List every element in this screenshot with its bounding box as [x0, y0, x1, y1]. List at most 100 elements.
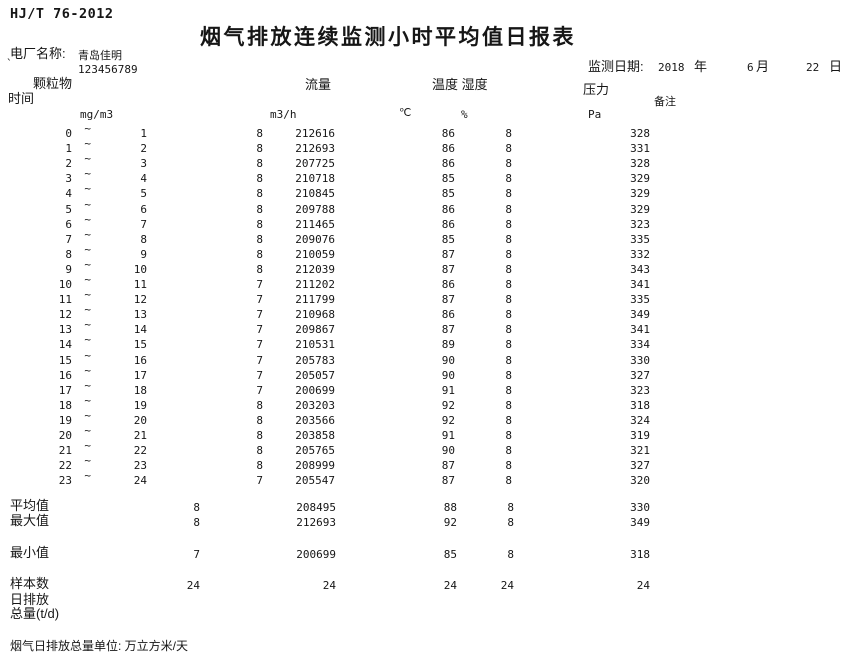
particulate-value-cell: 7 [256, 323, 263, 337]
summary-row: 最小值 7 200699 85 8 318 [0, 546, 850, 563]
flow-value-cell: 200699 [295, 383, 335, 397]
pressure-value-cell: 341 [630, 323, 650, 337]
hour-end-cell: 19 [133, 398, 147, 412]
particulate-value-cell: 7 [256, 293, 263, 307]
humidity-value-cell: 8 [505, 459, 512, 473]
summary-temperature-cell: 85 [443, 548, 457, 561]
humidity-value-cell: 8 [505, 247, 512, 261]
hour-start-cell: 19 [58, 413, 72, 427]
unit-humidity: % [461, 108, 468, 121]
hourly-row: 23 ~24 7 205547 87 8 320 [0, 469, 850, 489]
temperature-value-cell: 86 [441, 157, 455, 171]
particulate-value-cell: 8 [256, 413, 263, 427]
humidity-value-cell: 8 [505, 368, 512, 382]
standard-code: HJ/T 76-2012 [10, 6, 114, 22]
unit-temp: ℃ [399, 106, 412, 119]
hour-range-tilde: ~ [84, 122, 91, 135]
hour-start-cell: 1 [65, 142, 72, 156]
hour-start-cell: 9 [65, 262, 72, 276]
hourly-row: 20 ~21 8 203858 91 8 319 [0, 424, 850, 444]
hour-range-tilde: ~ [84, 424, 91, 437]
temperature-value-cell: 90 [441, 444, 455, 458]
pressure-value-cell: 334 [630, 338, 650, 352]
particulate-value-cell: 8 [256, 187, 263, 201]
hour-range-tilde: ~ [84, 439, 91, 453]
summary-pressure-cell: 24 [636, 579, 650, 592]
temperature-value-cell: 85 [441, 232, 455, 246]
hour-end-cell: 3 [140, 157, 147, 171]
hour-start-cell: 3 [65, 172, 72, 186]
summary-particulate-cell: 8 [193, 515, 200, 529]
particulate-value-cell: 7 [256, 474, 263, 488]
hour-range-tilde: ~ [84, 152, 91, 166]
particulate-value-cell: 8 [256, 459, 263, 473]
particulate-value-cell: 7 [256, 383, 263, 397]
hourly-row: 16 ~17 7 205057 90 8 327 [0, 364, 850, 384]
hourly-row: 4 ~5 8 210845 85 8 329 [0, 182, 850, 202]
hourly-row: 19 ~20 8 203566 92 8 324 [0, 409, 850, 429]
hour-range-tilde: ~ [84, 242, 91, 256]
hourly-row: 18 ~19 8 203203 92 8 318 [0, 394, 850, 414]
humidity-value-cell: 8 [505, 429, 512, 442]
hour-range-tilde: ~ [84, 408, 91, 422]
pressure-value-cell: 328 [630, 157, 650, 171]
hour-start-cell: 15 [58, 353, 72, 367]
flow-value-cell: 203566 [295, 413, 335, 427]
pressure-value-cell: 320 [630, 474, 650, 488]
unit-flow: m3/h [270, 108, 297, 121]
temperature-value-cell: 86 [441, 308, 455, 322]
hourly-row: 1 ~2 8 212693 86 8 331 [0, 137, 850, 157]
flow-value-cell: 210718 [295, 172, 335, 186]
hour-end-cell: 13 [133, 308, 147, 322]
summary-humidity-cell: 8 [507, 548, 514, 561]
pressure-value-cell: 343 [630, 262, 650, 276]
flow-value-cell: 212693 [295, 142, 335, 156]
humidity-value-cell: 8 [505, 398, 512, 412]
temperature-value-cell: 85 [441, 187, 455, 201]
monitor-date-day-suffix: 日 [829, 59, 843, 74]
summary-flow-cell: 208495 [296, 501, 336, 514]
unit-pressure: Pa [588, 108, 602, 121]
footer-unit-note: 烟气日排放总量单位: 万立方米/天 [10, 639, 189, 653]
hourly-row: 17 ~18 7 200699 91 8 323 [0, 379, 850, 399]
particulate-value-cell: 8 [256, 444, 263, 458]
flow-value-cell: 208999 [295, 459, 335, 473]
hourly-row: 3 ~4 8 210718 85 8 329 [0, 167, 850, 187]
pressure-value-cell: 329 [630, 202, 650, 216]
particulate-value-cell: 7 [256, 308, 263, 322]
summary-particulate-cell: 8 [193, 501, 200, 514]
temperature-value-cell: 86 [441, 217, 455, 231]
hour-range-tilde: ~ [84, 303, 91, 317]
summary-row-label: 样本数 [10, 576, 50, 591]
humidity-value-cell: 8 [505, 353, 512, 367]
stray-backtick-mark: ` [6, 57, 13, 70]
particulate-value-cell: 8 [256, 217, 263, 231]
hour-range-tilde: ~ [84, 454, 91, 468]
temperature-value-cell: 90 [441, 353, 455, 367]
temperature-value-cell: 86 [441, 127, 455, 140]
temperature-value-cell: 87 [441, 474, 455, 488]
hour-end-cell: 4 [140, 172, 147, 186]
flow-value-cell: 210059 [295, 247, 335, 261]
daily-emission-label-line1: 日排放 [10, 592, 50, 607]
temperature-value-cell: 86 [441, 202, 455, 216]
hour-start-cell: 23 [58, 474, 72, 488]
summary-row: 样本数 24 24 24 24 24 [0, 576, 850, 594]
summary-pressure-cell: 318 [630, 548, 650, 561]
humidity-value-cell: 8 [505, 474, 512, 488]
hour-range-tilde: ~ [84, 348, 91, 362]
hour-start-cell: 4 [65, 187, 72, 201]
plant-name-label: 电厂名称: [10, 46, 66, 61]
hour-range-tilde: ~ [84, 318, 91, 332]
summary-flow-cell: 200699 [296, 548, 336, 561]
flow-value-cell: 203203 [295, 398, 335, 412]
humidity-value-cell: 8 [505, 338, 512, 352]
col-header-time: 时间 [8, 91, 35, 106]
hour-range-tilde: ~ [84, 393, 91, 407]
humidity-value-cell: 8 [505, 444, 512, 458]
monitor-date-year-suffix: 年 [694, 59, 708, 74]
hour-start-cell: 7 [65, 232, 72, 246]
hourly-row: 14 ~15 7 210531 89 8 334 [0, 333, 850, 353]
hour-end-cell: 7 [140, 217, 147, 231]
